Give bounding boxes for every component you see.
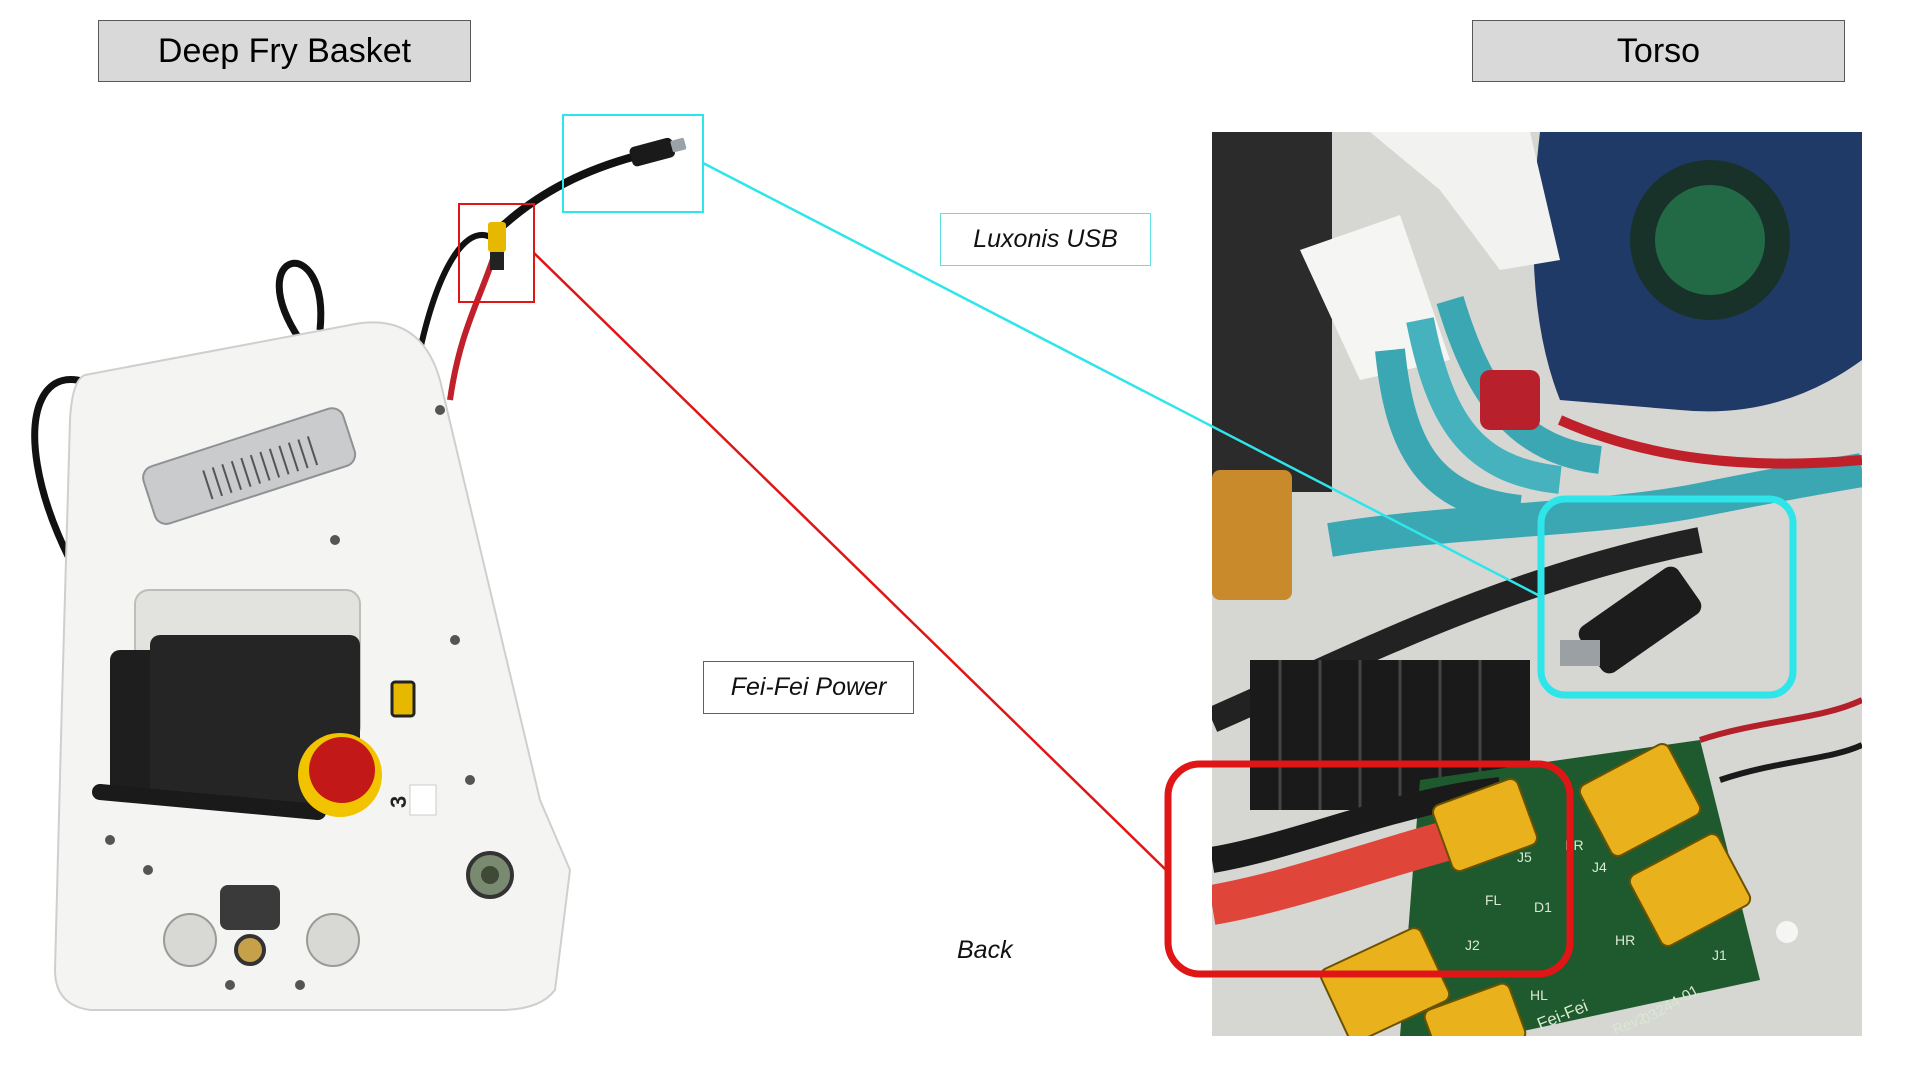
pcb-label-fl: FL	[1485, 892, 1502, 908]
usb-leader-line	[702, 161, 1539, 597]
pcb-label-j1: J1	[1712, 947, 1727, 963]
torso-title: Torso	[1472, 20, 1845, 82]
power-target-highlight	[1164, 760, 1574, 978]
pcb-label-j2: J2	[1465, 937, 1480, 953]
estop-number-label: 3	[386, 796, 411, 808]
pcb-label-hl: HL	[1530, 987, 1548, 1003]
pcb-label-j5: J5	[1517, 849, 1532, 865]
deep-fry-basket-title: Deep Fry Basket	[98, 20, 471, 82]
usb-target-highlight	[1537, 495, 1797, 699]
fei-fei-power-label: Fei-Fei Power	[703, 661, 914, 714]
torso-photo	[1212, 132, 1862, 1036]
pcb-label-j4: J4	[1592, 859, 1607, 875]
power-leader-line	[533, 252, 1167, 871]
luxonis-usb-label: Luxonis USB	[940, 213, 1151, 266]
back-view-label: Back	[957, 936, 1013, 964]
pcb-label-hr: HR	[1615, 932, 1635, 948]
pcb-label-d1: D1	[1534, 899, 1552, 915]
deep-fry-basket-photo	[31, 137, 687, 1011]
